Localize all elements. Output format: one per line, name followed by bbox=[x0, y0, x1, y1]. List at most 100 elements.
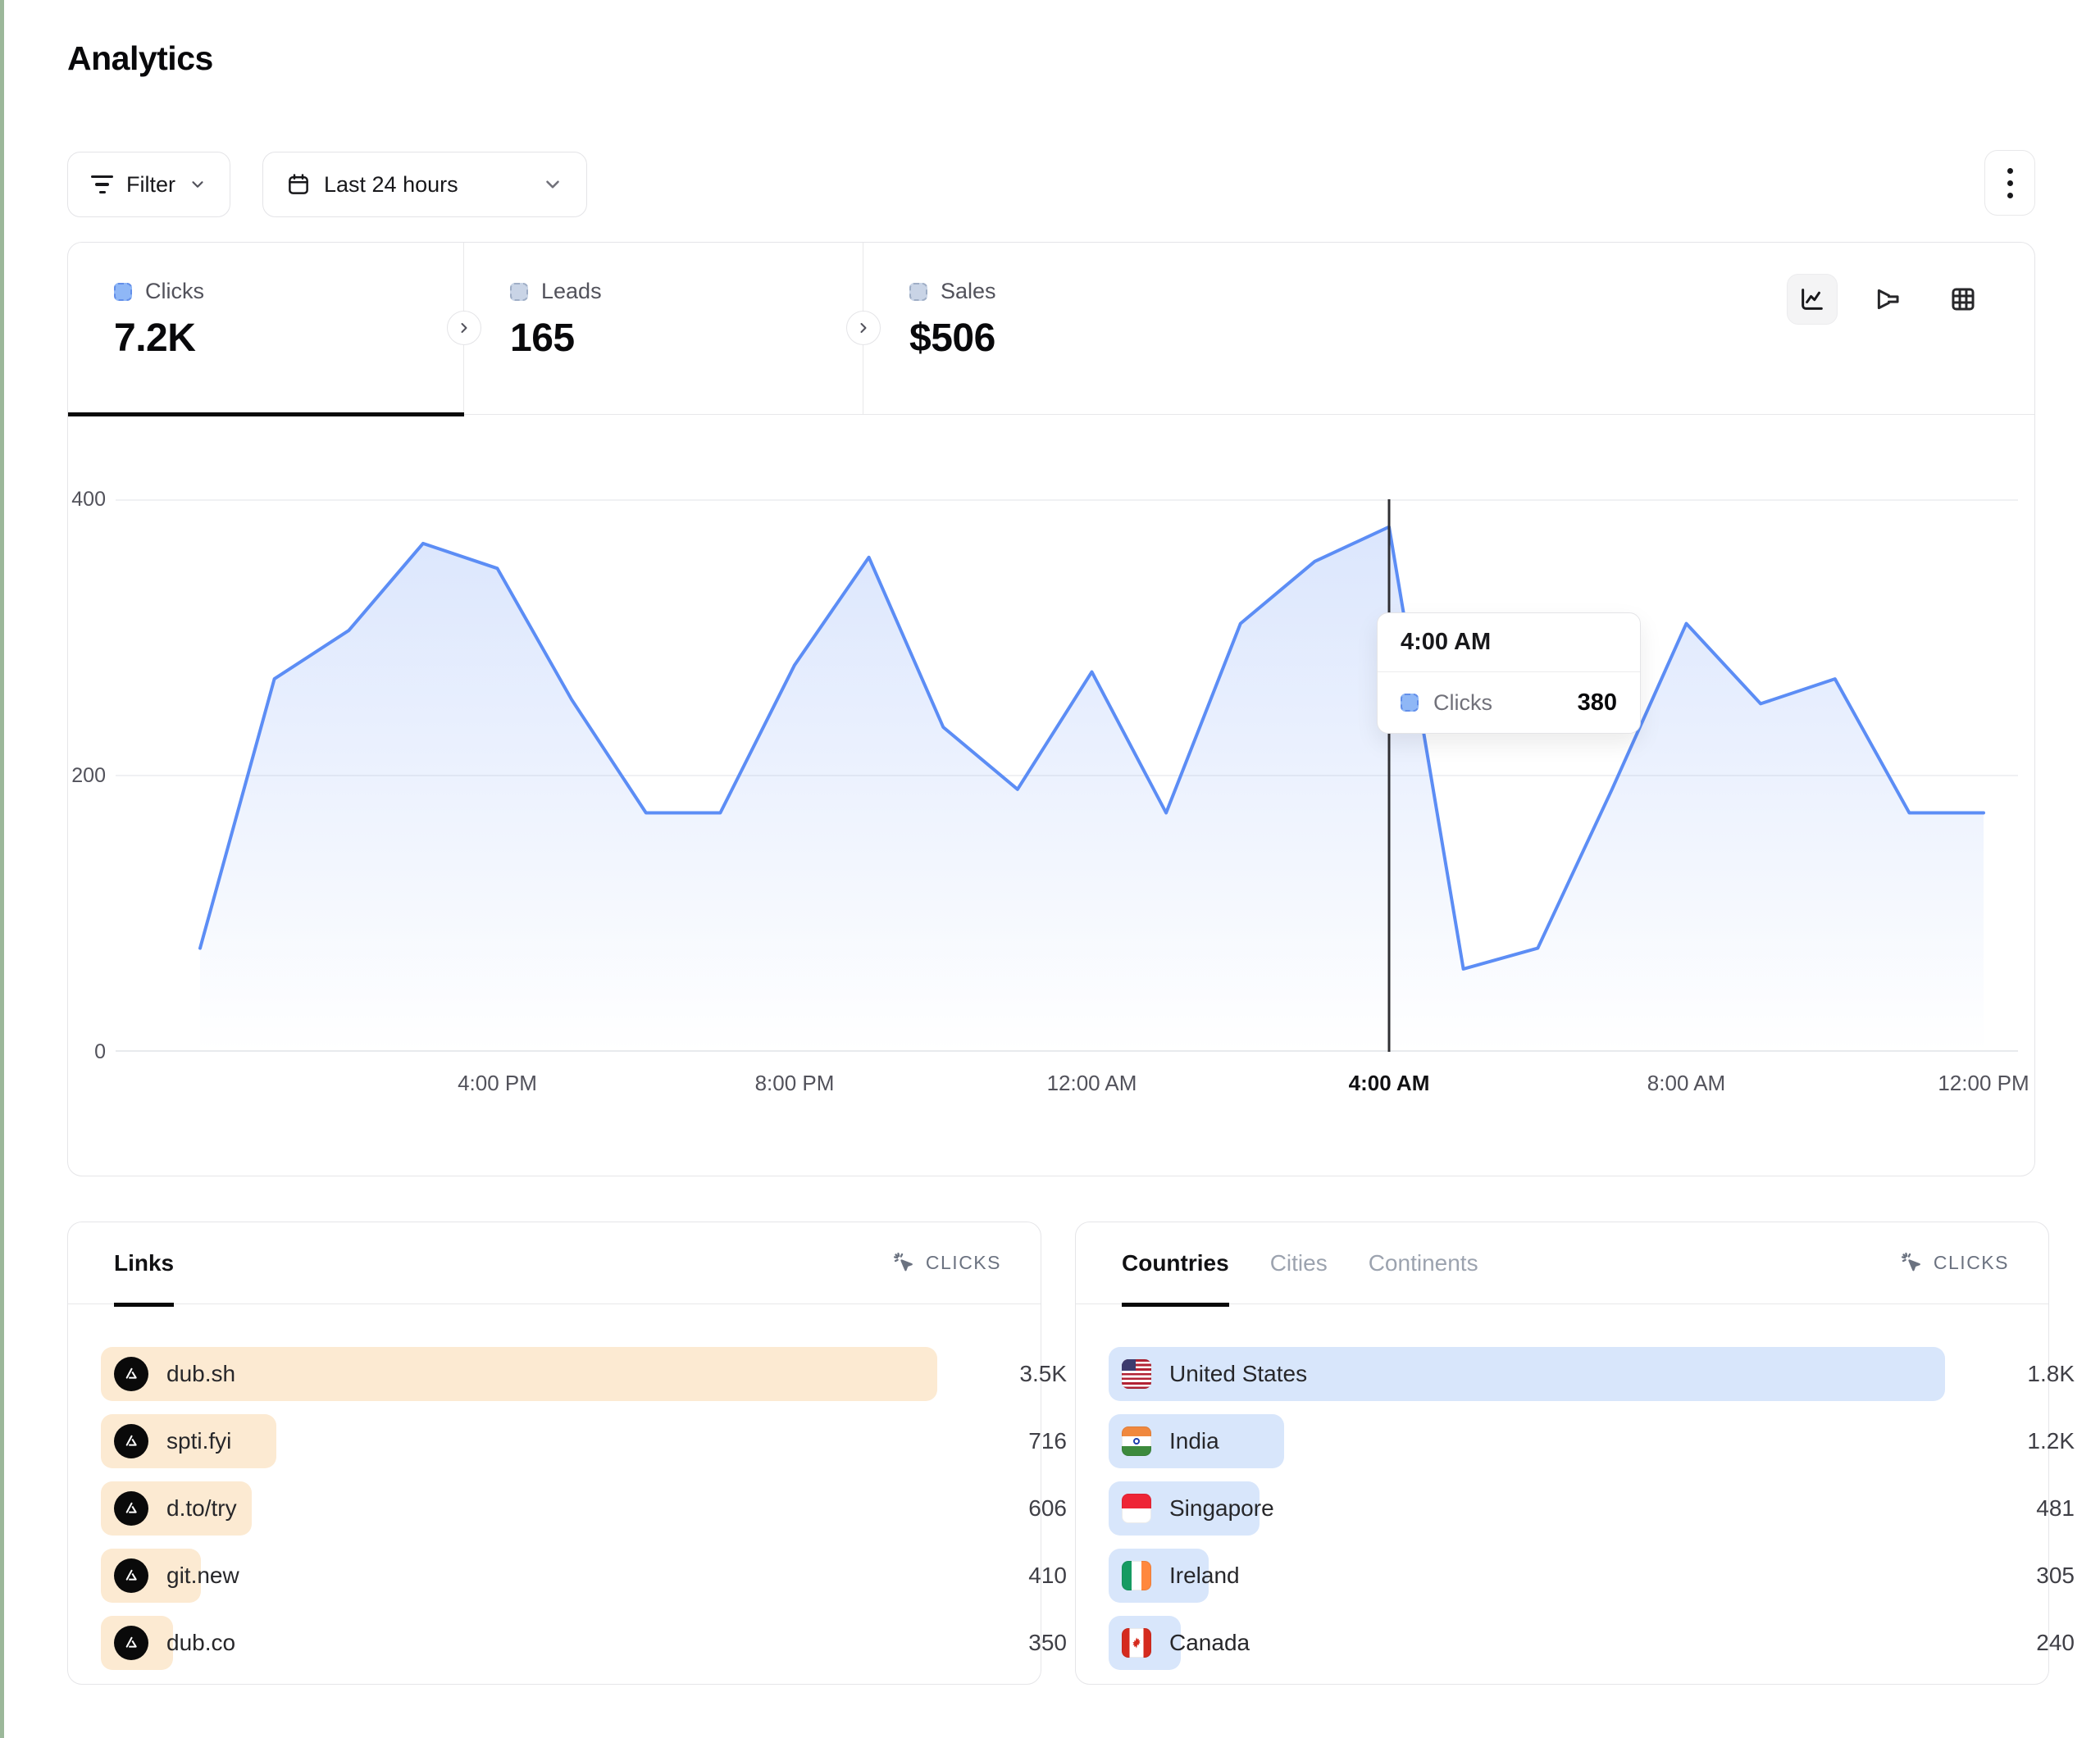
tab-continents[interactable]: Continents bbox=[1369, 1222, 1478, 1304]
tab-cities-label: Cities bbox=[1269, 1249, 1328, 1276]
y-axis-tick: 200 bbox=[71, 764, 106, 787]
date-range-button[interactable]: Last 24 hours bbox=[262, 152, 587, 217]
singapore-flag-icon bbox=[1122, 1494, 1151, 1523]
item-label: git.new bbox=[166, 1563, 239, 1588]
canada-flag-icon bbox=[1122, 1628, 1151, 1658]
chart-type-switcher bbox=[1787, 274, 1988, 325]
funnel-view-button[interactable] bbox=[1862, 274, 1913, 325]
stat-value: $506 bbox=[909, 316, 995, 360]
list-item[interactable]: dub.co 350 bbox=[101, 1616, 1067, 1670]
metric-selector-clicks[interactable]: CLICKS bbox=[893, 1252, 1001, 1275]
filter-button-label: Filter bbox=[126, 171, 175, 197]
tooltip-value: 380 bbox=[1577, 689, 1617, 716]
list-item[interactable]: United States 1.8K bbox=[1109, 1347, 2075, 1401]
countries-panel: Countries Cities Continents CLICKS Unite… bbox=[1075, 1222, 2075, 1685]
list-item[interactable]: India 1.2K bbox=[1109, 1414, 2075, 1468]
tab-countries[interactable]: Countries bbox=[1122, 1222, 1229, 1307]
metric-selector-clicks[interactable]: CLICKS bbox=[1901, 1252, 2009, 1275]
list-item[interactable]: Singapore 481 bbox=[1109, 1481, 2075, 1536]
calendar-icon bbox=[289, 174, 308, 194]
filter-lines-icon bbox=[91, 175, 113, 194]
stat-label: Sales bbox=[941, 279, 996, 303]
item-value: 350 bbox=[1028, 1630, 1067, 1655]
metric-label: CLICKS bbox=[925, 1252, 1001, 1273]
list-item[interactable]: Ireland 305 bbox=[1109, 1549, 2075, 1603]
item-value: 3.5K bbox=[1019, 1361, 1067, 1386]
funnel-icon bbox=[1877, 289, 1899, 310]
value-bar: dub.co bbox=[101, 1616, 235, 1670]
india-flag-icon bbox=[1122, 1426, 1151, 1456]
stat-value: 7.2K bbox=[114, 316, 196, 360]
item-label: Ireland bbox=[1169, 1563, 1240, 1588]
chart-tooltip: 4:00 AM Clicks 380 bbox=[1377, 612, 1641, 734]
chevron-down-icon bbox=[546, 180, 559, 189]
stat-tab-leads[interactable]: Leads 165 bbox=[464, 243, 863, 414]
dub-logo-icon bbox=[114, 1558, 148, 1593]
tab-cities[interactable]: Cities bbox=[1270, 1222, 1328, 1304]
us-flag-icon bbox=[1122, 1359, 1151, 1389]
tooltip-time: 4:00 AM bbox=[1378, 613, 1640, 672]
item-label: Singapore bbox=[1169, 1495, 1274, 1521]
stats-tab-row: Clicks 7.2K Leads 165 Sales $506 bbox=[68, 243, 2034, 416]
item-value: 240 bbox=[2036, 1630, 2075, 1655]
item-value: 410 bbox=[1028, 1563, 1067, 1588]
list-item[interactable]: d.to/try 606 bbox=[101, 1481, 1067, 1536]
list-item[interactable]: Canada 240 bbox=[1109, 1616, 2075, 1670]
item-label: United States bbox=[1169, 1361, 1308, 1386]
dub-logo-icon bbox=[114, 1491, 148, 1526]
y-axis-tick: 400 bbox=[71, 488, 106, 511]
expand-clicks-chevron-button[interactable] bbox=[447, 311, 481, 345]
list-item[interactable]: dub.sh 3.5K bbox=[101, 1347, 1067, 1401]
item-value: 305 bbox=[2036, 1563, 2075, 1588]
value-bar: India bbox=[1109, 1414, 1285, 1468]
item-label: Canada bbox=[1169, 1630, 1250, 1655]
x-axis-tick: 4:00 AM bbox=[1348, 1071, 1430, 1095]
expand-leads-chevron-button[interactable] bbox=[846, 311, 881, 345]
table-view-button[interactable] bbox=[1938, 274, 1988, 325]
value-bar: Canada bbox=[1109, 1616, 1250, 1670]
stat-tab-sales[interactable]: Sales $506 bbox=[863, 243, 2034, 414]
item-value: 1.2K bbox=[2027, 1428, 2075, 1454]
links-panel: Links CLICKS dub.sh 3.5K spti.fyi 716 d.… bbox=[67, 1222, 1067, 1685]
kebab-icon bbox=[2007, 167, 2013, 174]
tab-continents-label: Continents bbox=[1368, 1249, 1478, 1276]
list-item[interactable]: spti.fyi 716 bbox=[101, 1414, 1067, 1468]
item-value: 1.8K bbox=[2027, 1361, 2075, 1386]
item-value: 481 bbox=[2036, 1495, 2075, 1521]
dub-logo-icon bbox=[114, 1424, 148, 1458]
x-axis-tick: 4:00 PM bbox=[458, 1071, 537, 1095]
tab-links[interactable]: Links bbox=[114, 1222, 175, 1307]
more-options-button[interactable] bbox=[1984, 150, 2035, 216]
active-tab-underline bbox=[68, 412, 464, 416]
cursor-click-icon bbox=[1901, 1252, 1920, 1271]
sales-legend-chip bbox=[909, 282, 927, 301]
line-chart-icon bbox=[1802, 289, 1823, 310]
item-label: dub.sh bbox=[166, 1361, 236, 1386]
cursor-click-icon bbox=[893, 1252, 913, 1271]
stat-tab-clicks[interactable]: Clicks 7.2K bbox=[68, 243, 464, 416]
page-title: Analytics bbox=[67, 39, 213, 77]
metric-label: CLICKS bbox=[1933, 1252, 2009, 1273]
line-chart-view-button[interactable] bbox=[1787, 274, 1838, 325]
date-range-label: Last 24 hours bbox=[324, 171, 458, 197]
item-value: 606 bbox=[1028, 1495, 1067, 1521]
chevron-right-icon bbox=[461, 323, 467, 333]
active-tab-underline bbox=[1122, 1302, 1229, 1307]
item-label: spti.fyi bbox=[166, 1428, 232, 1454]
dub-logo-icon bbox=[114, 1357, 148, 1391]
y-axis-tick: 0 bbox=[94, 1040, 106, 1063]
clicks-legend-chip bbox=[114, 282, 132, 301]
x-axis-tick: 12:00 PM bbox=[1938, 1071, 2029, 1095]
stat-value: 165 bbox=[510, 316, 575, 360]
list-item[interactable]: git.new 410 bbox=[101, 1549, 1067, 1603]
chevron-down-icon bbox=[192, 181, 203, 188]
x-axis-tick: 8:00 PM bbox=[754, 1071, 835, 1095]
filter-button[interactable]: Filter bbox=[67, 152, 230, 217]
value-bar: Ireland bbox=[1109, 1549, 1240, 1603]
item-label: dub.co bbox=[166, 1630, 236, 1655]
dub-logo-icon bbox=[114, 1626, 148, 1660]
analytics-chart-card: Clicks 7.2K Leads 165 Sales $506 bbox=[67, 242, 2035, 1176]
clicks-area-chart[interactable] bbox=[116, 499, 2018, 1052]
value-bar: spti.fyi bbox=[101, 1414, 277, 1468]
stat-label: Leads bbox=[541, 279, 602, 303]
